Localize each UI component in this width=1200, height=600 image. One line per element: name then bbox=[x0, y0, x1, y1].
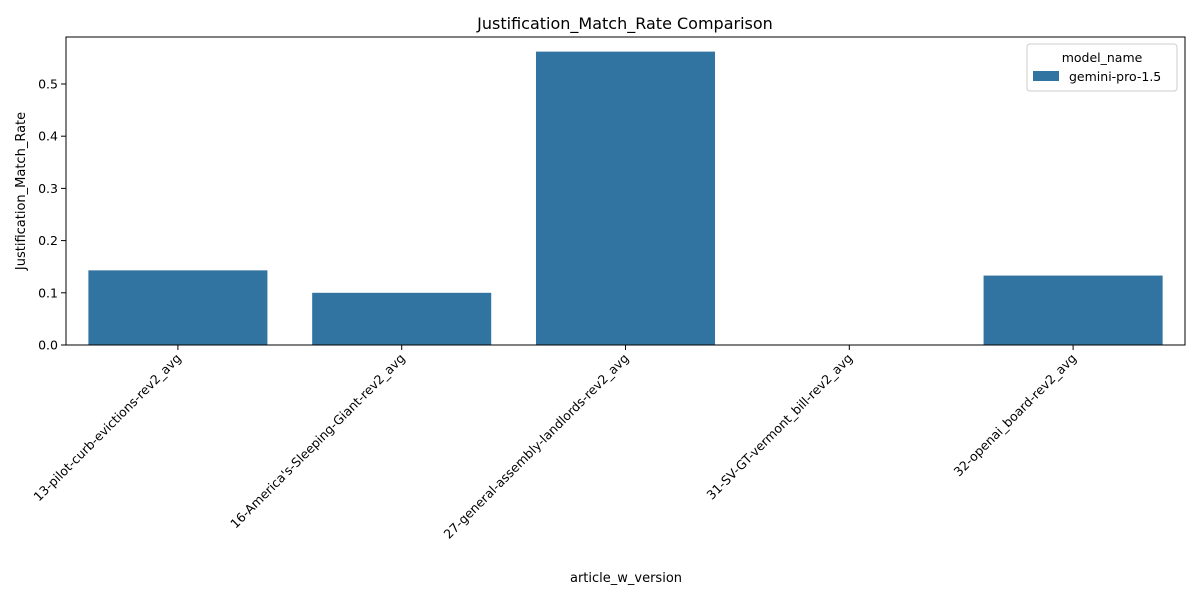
x-tick-label: 27-general-assembly-landlords-rev2_avg bbox=[441, 351, 632, 542]
legend-box bbox=[1026, 43, 1178, 92]
bars-group bbox=[88, 51, 1163, 346]
legend-title: model_name bbox=[1062, 50, 1143, 65]
y-tick-label: 0.2 bbox=[38, 233, 58, 248]
y-axis: 0.0 0.1 0.2 0.3 0.4 0.5 bbox=[38, 76, 66, 353]
y-tick-label: 0.4 bbox=[38, 129, 58, 144]
x-tick-label: 32-openai_board-rev2_avg bbox=[951, 351, 1080, 480]
x-axis: 13-pilot-curb-evictions-rev2_avg 16-Ameri… bbox=[30, 345, 1079, 542]
x-tick-label: 31-SV-GT-vermont_bill-rev2_avg bbox=[703, 351, 855, 503]
y-tick-label: 0.0 bbox=[38, 338, 58, 353]
legend: model_name gemini-pro-1.5 bbox=[1026, 43, 1178, 92]
y-tick-label: 0.5 bbox=[38, 76, 58, 91]
bar bbox=[88, 270, 268, 345]
bar bbox=[312, 292, 492, 345]
x-tick-label: 16-America's-Sleeping-Giant-rev2_avg bbox=[227, 351, 408, 532]
bar bbox=[535, 51, 716, 346]
bar bbox=[983, 275, 1163, 345]
legend-entry-label: gemini-pro-1.5 bbox=[1069, 69, 1161, 84]
chart-title: Justification_Match_Rate Comparison bbox=[476, 14, 773, 34]
x-axis-label: article_w_version bbox=[570, 571, 682, 586]
y-tick-label: 0.1 bbox=[38, 285, 58, 300]
y-axis-label: Justification_Match_Rate bbox=[14, 112, 29, 271]
legend-swatch bbox=[1033, 71, 1059, 81]
y-tick-label: 0.3 bbox=[38, 181, 58, 196]
x-tick-label: 13-pilot-curb-evictions-rev2_avg bbox=[30, 351, 184, 505]
